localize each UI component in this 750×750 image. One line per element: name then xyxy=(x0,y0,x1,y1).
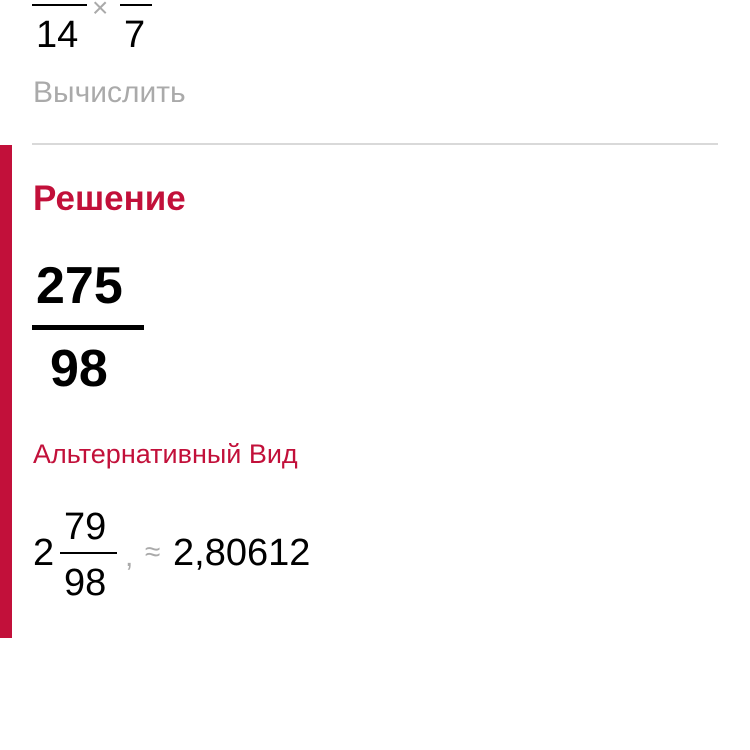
decimal-value: 2,80612 xyxy=(173,532,311,574)
denominator: 98 xyxy=(50,340,108,398)
fraction-bar xyxy=(60,552,117,554)
separator: , xyxy=(125,540,134,573)
solution-heading: Решение xyxy=(33,179,186,218)
mixed-numerator: 79 xyxy=(64,506,107,548)
right-denominator: 7 xyxy=(124,14,146,56)
divider xyxy=(32,143,718,145)
times-operator: × xyxy=(92,0,109,23)
fraction-bar xyxy=(32,4,87,6)
calculate-button[interactable]: Вычислить xyxy=(33,76,186,109)
fraction-bar xyxy=(32,325,144,330)
solution-accent-bar xyxy=(0,145,12,638)
numerator: 275 xyxy=(36,257,123,315)
mixed-denominator: 98 xyxy=(64,562,107,604)
left-denominator: 14 xyxy=(36,14,79,56)
alternative-form-label: Альтернативный Вид xyxy=(33,439,298,469)
approx-symbol: ≈ xyxy=(145,536,161,567)
mixed-whole: 2 xyxy=(33,532,55,574)
fraction-bar xyxy=(120,4,152,6)
